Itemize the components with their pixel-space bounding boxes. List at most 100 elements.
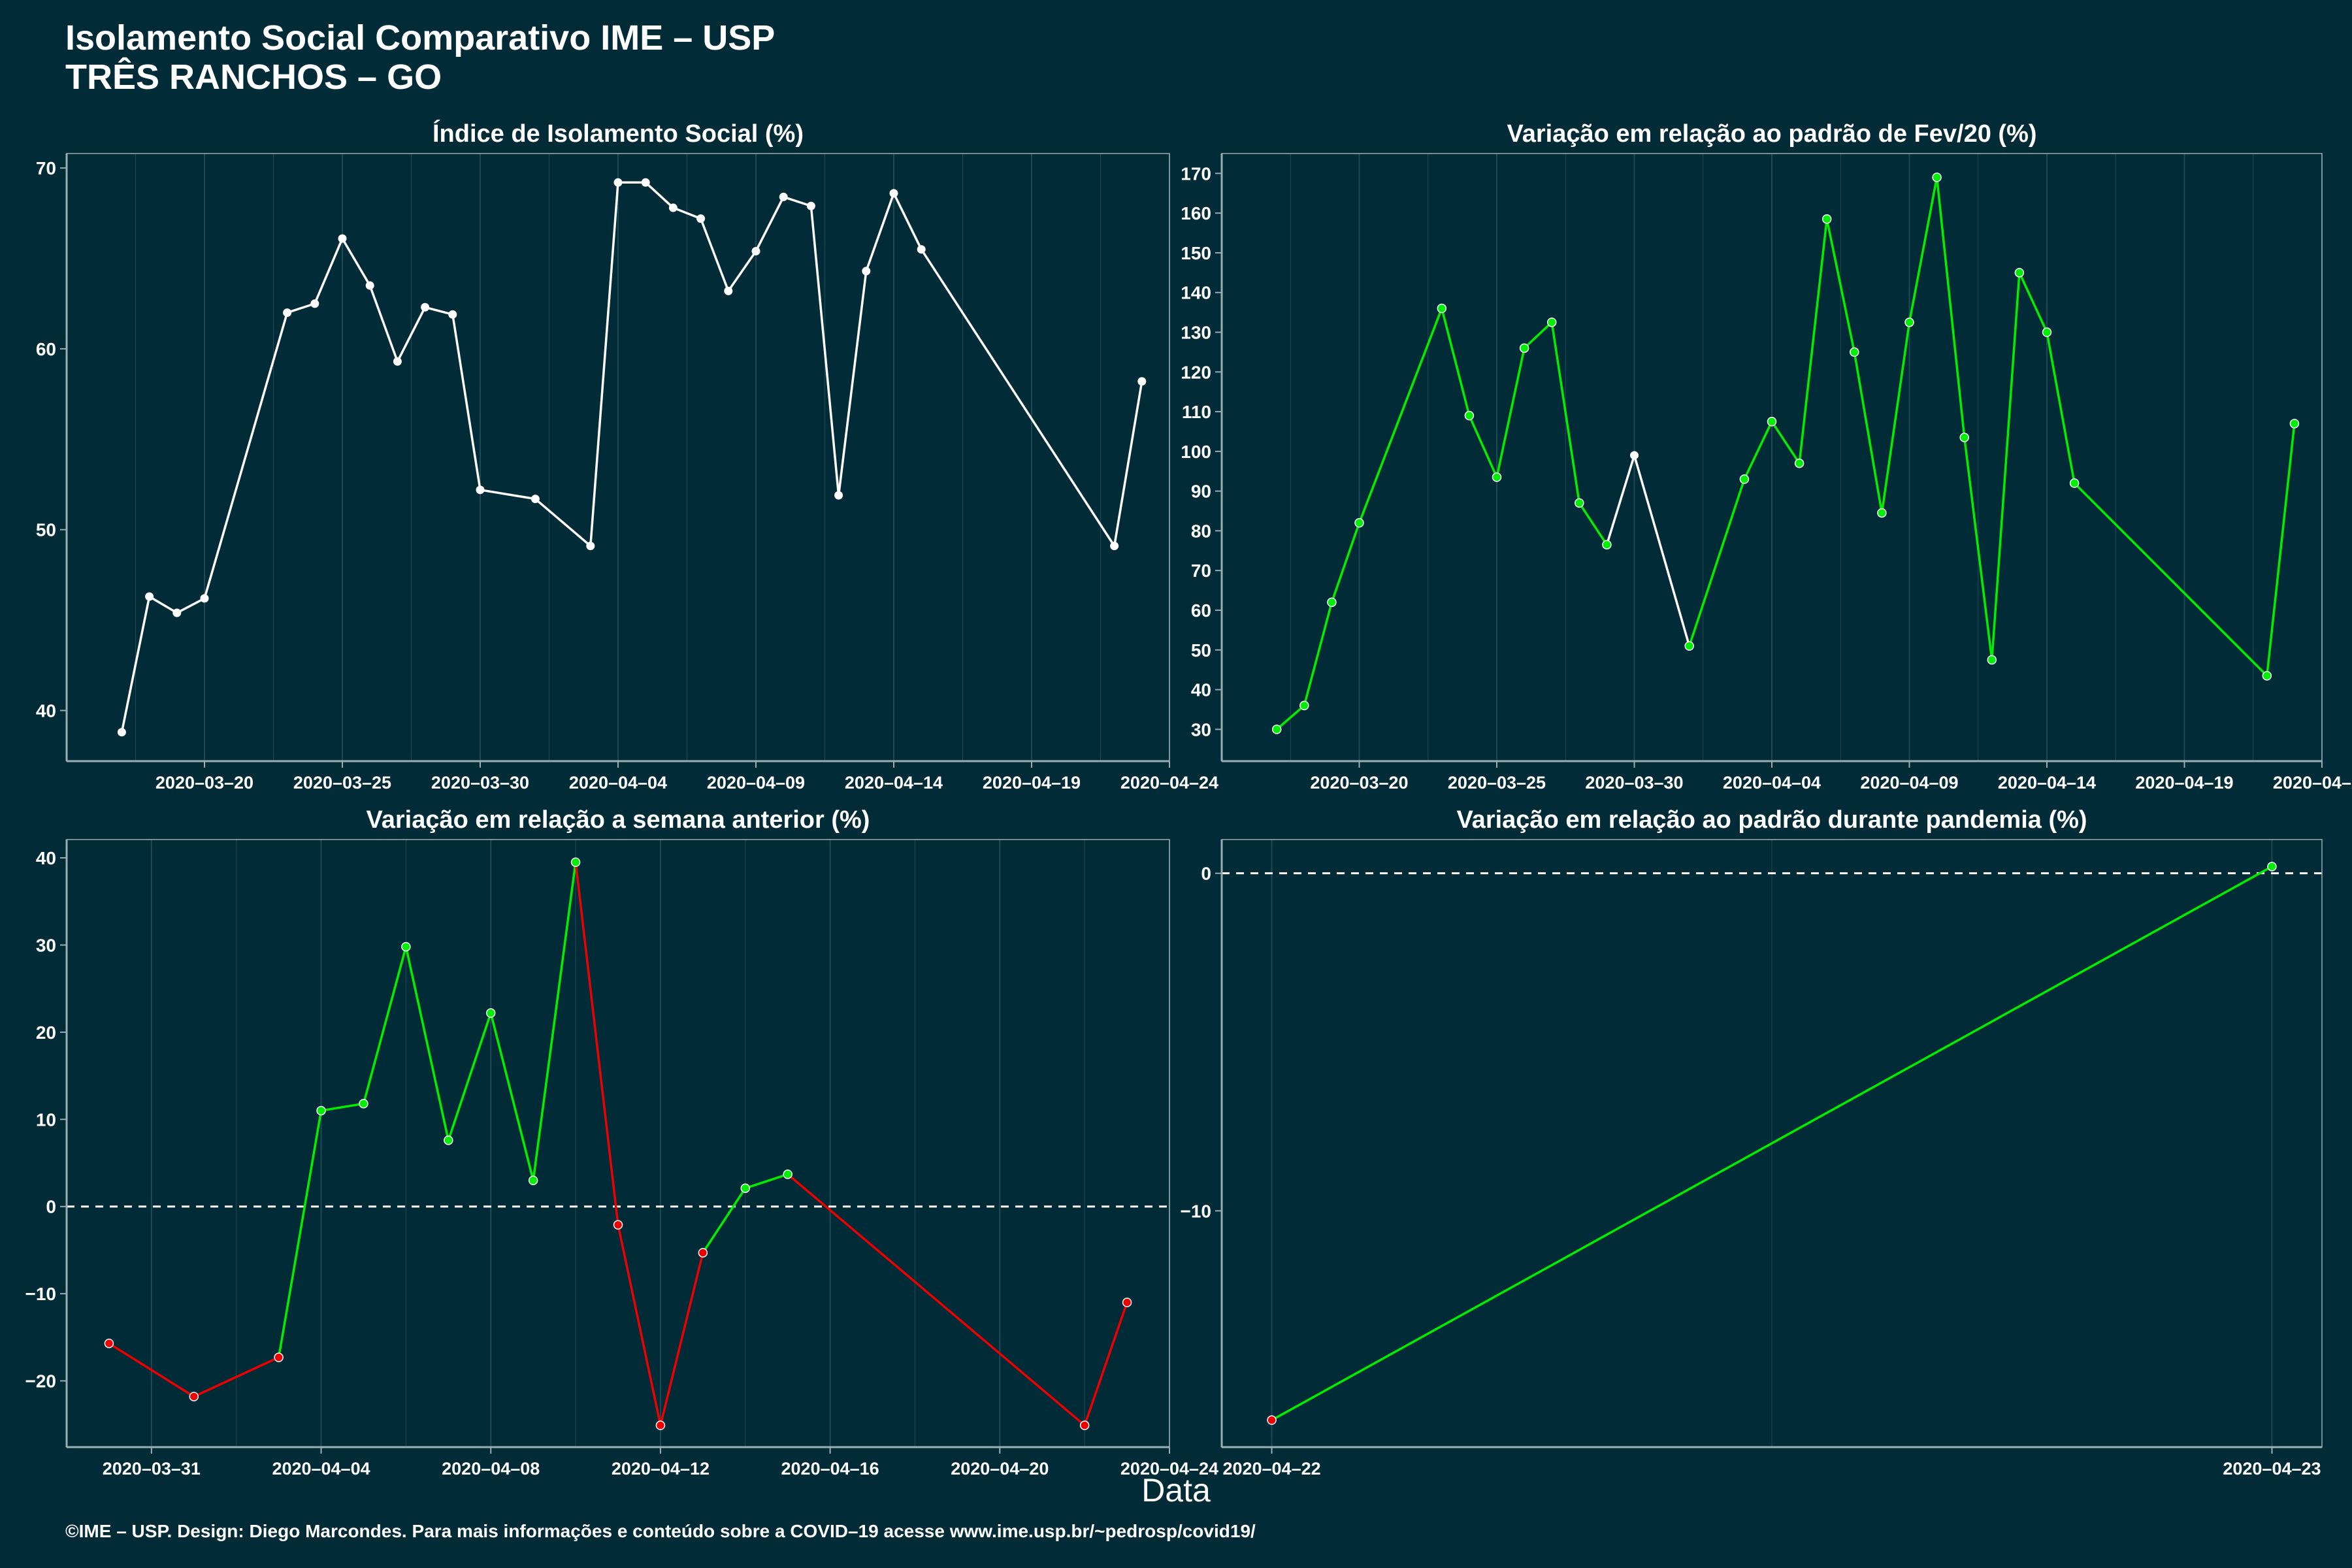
series-segment (1330, 521, 1361, 604)
data-point (117, 728, 126, 737)
y-tick-label: 130 (1181, 323, 1211, 343)
chart-panel-4: Variação em relação ao padrão durante pa… (1181, 806, 2323, 1478)
data-point (1354, 518, 1364, 528)
data-point (338, 234, 347, 243)
x-tick-label: 2020–04–09 (707, 773, 805, 792)
series-segment (644, 181, 675, 209)
y-tick-label: −10 (25, 1284, 57, 1304)
data-point (862, 267, 871, 276)
data-point (104, 1338, 114, 1348)
chart-panel-2: Variação em relação ao padrão de Fev/20 … (1181, 120, 2352, 792)
data-point (145, 592, 154, 601)
series-segment (176, 597, 206, 614)
data-point (889, 189, 898, 198)
series-segment (865, 192, 895, 272)
series-segment (193, 1356, 280, 1398)
page-subtitle: TRÊS RANCHOS – GO (65, 57, 442, 97)
x-tick-label: 2020–04–14 (845, 773, 943, 792)
data-point (359, 1099, 368, 1109)
data-point (1630, 451, 1639, 460)
x-tick-label: 2020–04–08 (442, 1459, 540, 1478)
series-segment (1083, 1301, 1128, 1427)
footer-credits: ©IME – USP. Design: Diego Marcondes. Par… (65, 1521, 1256, 1541)
data-point (586, 542, 595, 551)
x-tick-label: 2020–03–20 (1310, 773, 1408, 792)
y-tick-label: 60 (1191, 600, 1211, 621)
data-point (1850, 347, 1859, 357)
data-point (531, 495, 540, 504)
x-tick-label: 2020–04–19 (2135, 773, 2233, 792)
data-point (316, 1105, 326, 1116)
data-point (2267, 862, 2277, 872)
panel-title: Variação em relação a semana anterior (%… (367, 806, 870, 834)
x-tick-label: 2020–04–24 (2273, 773, 2352, 792)
data-point (365, 281, 374, 290)
series-segment (1688, 478, 1746, 647)
y-tick-label: 30 (36, 935, 56, 955)
data-point (724, 286, 733, 295)
data-point (806, 201, 815, 210)
series-segment (1605, 454, 1636, 546)
data-point (528, 1175, 538, 1185)
y-tick-label: 150 (1181, 243, 1211, 263)
x-tick-label: 2020–04–19 (983, 773, 1081, 792)
y-tick-label: 140 (1181, 283, 1211, 303)
series-segment (404, 945, 450, 1142)
series-segment (1963, 436, 1993, 661)
series-segment (1578, 502, 1609, 546)
y-tick-label: 0 (46, 1197, 56, 1217)
series-segment (451, 313, 482, 491)
panel-title: Variação em relação ao padrão de Fev/20 … (1507, 120, 2036, 148)
series-segment (1523, 321, 1553, 350)
series-segment (368, 284, 399, 363)
header: Isolamento Social Comparativo IME – USP … (65, 18, 775, 97)
data-point (1519, 343, 1529, 353)
y-tick-label: 50 (1191, 640, 1211, 661)
series-segment (786, 1173, 1086, 1427)
y-tick-label: 10 (36, 1109, 56, 1130)
series-segment (423, 306, 454, 316)
x-tick-label: 2020–04–20 (951, 1459, 1049, 1478)
series-segment (203, 311, 289, 600)
series-segment (1550, 321, 1581, 504)
series-segment (362, 945, 408, 1105)
series-segment (479, 489, 537, 500)
panel-title: Índice de Isolamento Social (%) (433, 119, 804, 148)
series-segment (744, 1173, 789, 1190)
data-point (655, 1420, 666, 1430)
y-tick-label: 170 (1181, 163, 1211, 184)
data-point (1794, 458, 1805, 468)
series-segment (1743, 420, 1773, 481)
x-tick-label: 2020–04–24 (1120, 773, 1218, 792)
data-point (613, 1220, 623, 1230)
data-point (1464, 410, 1475, 421)
data-point (2289, 419, 2300, 429)
series-segment (1880, 321, 1911, 514)
data-point (1437, 303, 1447, 314)
series-segment (1908, 176, 1938, 324)
series-segment (120, 595, 151, 734)
data-point (421, 302, 430, 312)
y-tick-label: 90 (1191, 482, 1211, 502)
series-segment (532, 860, 577, 1182)
data-point (668, 203, 678, 212)
y-tick-label: 50 (36, 520, 56, 540)
series-segment (1633, 454, 1691, 647)
data-point (1110, 542, 1119, 551)
x-tick-label: 2020–04–04 (569, 773, 667, 792)
x-tick-label: 2020–03–30 (1585, 773, 1683, 792)
x-tick-label: 2020–03–31 (103, 1459, 201, 1478)
data-point (1959, 433, 1969, 442)
x-tick-label: 2020–04–09 (1860, 773, 1958, 792)
page-title: Isolamento Social Comparativo IME – USP (65, 18, 776, 57)
data-point (1904, 318, 1914, 327)
data-point (476, 485, 485, 495)
data-point (1079, 1420, 1090, 1430)
x-tick-label: 2020–04–24 (1120, 1459, 1218, 1478)
series-segment (108, 1342, 195, 1398)
y-tick-label: −10 (1181, 1201, 1212, 1221)
y-tick-label: 70 (1191, 561, 1211, 581)
series-segment (574, 860, 619, 1226)
data-point (444, 1135, 453, 1145)
y-tick-label: −20 (25, 1371, 57, 1392)
